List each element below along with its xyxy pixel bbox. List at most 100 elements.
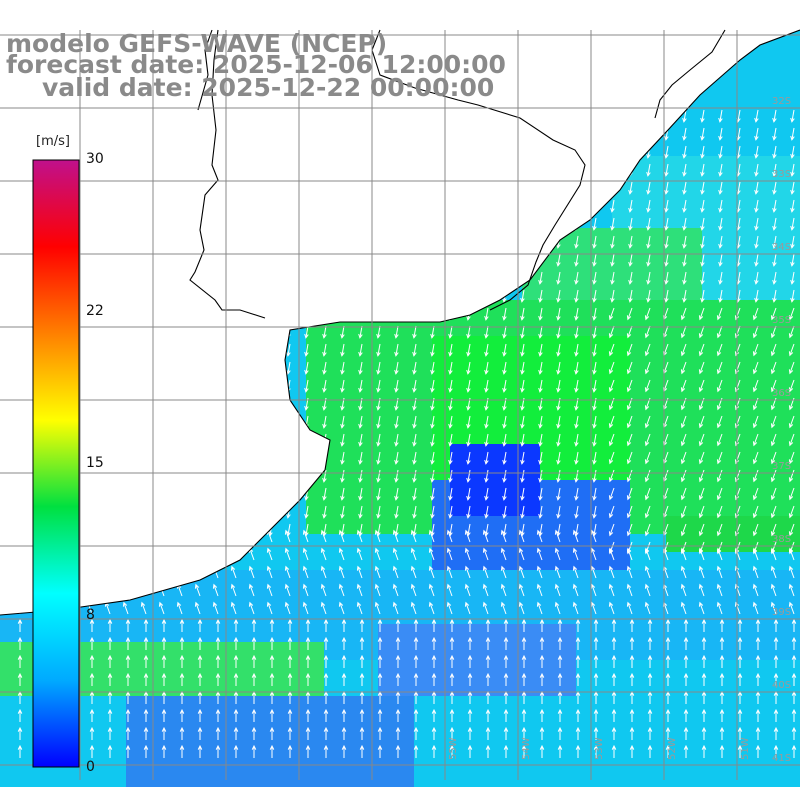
field-cell (576, 354, 595, 373)
field-cell (648, 480, 667, 499)
field-cell (774, 660, 793, 679)
wind-arrow (485, 672, 491, 686)
wind-arrow (323, 618, 329, 632)
wind-arrow (592, 487, 597, 501)
field-cell (756, 138, 775, 157)
wind-arrow (502, 505, 507, 519)
field-cell (684, 174, 703, 193)
field-cell (702, 462, 721, 481)
wind-arrow (755, 744, 761, 758)
wind-arrow (754, 163, 759, 177)
field-cell (180, 750, 199, 769)
field-cell (468, 624, 487, 643)
field-cell (666, 138, 685, 157)
field-cell (792, 606, 800, 625)
field-cell (306, 642, 325, 661)
field-cell (288, 606, 307, 625)
field-cell (612, 246, 631, 265)
field-cell (324, 660, 343, 679)
field-cell (666, 660, 685, 679)
wind-arrow (446, 601, 453, 615)
wind-arrow (520, 307, 525, 321)
wind-arrow (610, 253, 615, 267)
field-cell (666, 534, 685, 553)
wind-arrow (448, 505, 453, 519)
wind-arrow (323, 726, 329, 740)
field-cell (270, 714, 289, 733)
field-cell (432, 534, 451, 553)
field-cell (792, 516, 800, 535)
field-cell (792, 552, 800, 571)
field-cell (504, 372, 523, 391)
field-cell (684, 282, 703, 301)
wind-arrow (772, 199, 777, 213)
wind-arrow (304, 379, 309, 393)
wind-arrow (521, 636, 527, 650)
wind-arrow (356, 565, 363, 579)
wind-arrow (466, 343, 471, 357)
field-cell (162, 768, 181, 787)
wind-arrow (521, 726, 527, 740)
wind-arrow (790, 217, 795, 231)
field-cell (540, 606, 559, 625)
wind-arrow (518, 529, 525, 543)
wind-arrow (377, 636, 383, 650)
field-cell (342, 588, 361, 607)
wind-arrow (754, 181, 759, 195)
field-cell (720, 570, 739, 589)
wind-arrow (449, 636, 455, 650)
wind-arrow (698, 307, 705, 321)
field-cell (594, 210, 613, 229)
wind-arrow (484, 343, 489, 357)
field-cell (270, 570, 289, 589)
wind-arrow (356, 529, 363, 543)
field-cell (342, 516, 361, 535)
field-cell (342, 552, 361, 571)
field-cell (486, 408, 505, 427)
wind-arrow (644, 469, 651, 483)
wind-arrow (790, 199, 795, 213)
field-cell (540, 750, 559, 769)
wind-arrow (340, 469, 345, 483)
wind-arrow (484, 361, 489, 375)
field-cell (792, 480, 800, 499)
wind-arrow (358, 487, 363, 501)
field-cell (504, 408, 523, 427)
field-cell (450, 696, 469, 715)
wind-arrow (773, 744, 779, 758)
wind-arrow (359, 636, 365, 650)
wind-arrow (287, 708, 293, 722)
wind-arrow (716, 343, 723, 357)
field-cell (774, 426, 793, 445)
wind-arrow (143, 726, 149, 740)
field-cell (342, 462, 361, 481)
wind-arrow (467, 636, 473, 650)
field-cell (288, 588, 307, 607)
wind-arrow (716, 433, 723, 447)
field-cell (324, 624, 343, 643)
field-cell (756, 174, 775, 193)
field-cell (648, 408, 667, 427)
wind-arrow (412, 487, 417, 501)
field-cell (270, 660, 289, 679)
field-cell (612, 714, 631, 733)
field-cell (342, 408, 361, 427)
field-cell (342, 498, 361, 517)
wind-arrow (698, 601, 705, 615)
field-cell (792, 444, 800, 463)
wind-arrow (610, 217, 615, 231)
wind-arrow (700, 127, 705, 141)
field-cell (756, 84, 775, 103)
field-cell (684, 462, 703, 481)
field-cell (774, 444, 793, 463)
field-cell (540, 534, 559, 553)
wind-arrow (197, 672, 203, 686)
field-cell (738, 732, 757, 751)
field-cell (432, 408, 451, 427)
field-cell (288, 642, 307, 661)
field-cell (468, 660, 487, 679)
field-cell (684, 426, 703, 445)
field-cell (396, 732, 415, 751)
field-cell (684, 552, 703, 571)
field-cell (414, 768, 433, 787)
